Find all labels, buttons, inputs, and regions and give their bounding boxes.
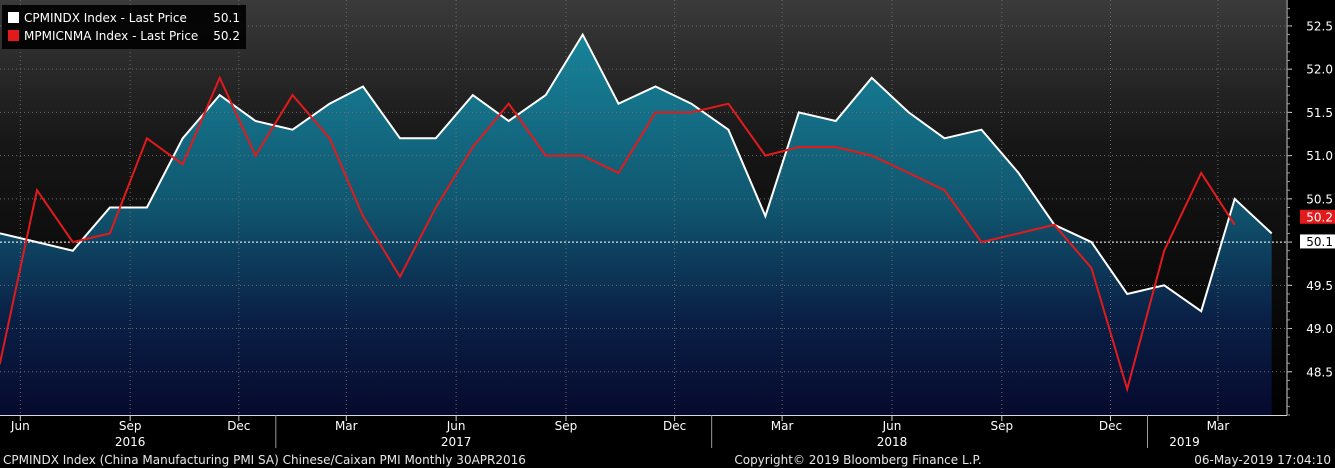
x-month-label: Sep (991, 419, 1014, 433)
footer-copyright: Copyright© 2019 Bloomberg Finance L.P. (734, 453, 981, 467)
x-year-label: 2017 (441, 435, 472, 449)
series-1-line (0, 32, 1273, 313)
y-tick-label: 49.5 (1306, 279, 1333, 293)
footer-bar (0, 450, 1335, 468)
x-month-label: Mar (1207, 419, 1230, 433)
legend-label: MPMICNMA Index - Last Price (24, 29, 198, 43)
x-month-label: Mar (771, 419, 794, 433)
y-tick-label: 51.0 (1306, 149, 1333, 163)
footer-timestamp: 06-May-2019 17:04:10 (1194, 453, 1331, 467)
last-value-label: 50.1 (1306, 235, 1333, 249)
x-month-label: Jun (10, 419, 30, 433)
x-month-label: Dec (1099, 419, 1122, 433)
y-tick-label: 51.5 (1306, 106, 1333, 120)
x-month-label: Jun (882, 419, 902, 433)
y-tick-label: 48.5 (1306, 365, 1333, 379)
y-tick-label: 50.5 (1306, 192, 1333, 206)
x-month-label: Dec (227, 419, 250, 433)
legend-swatch (8, 12, 19, 23)
x-month-label: Dec (663, 419, 686, 433)
x-month-label: Jun (446, 419, 466, 433)
x-month-label: Sep (555, 419, 578, 433)
y-tick-label: 52.0 (1306, 63, 1333, 77)
series-1-area (0, 34, 1272, 415)
x-month-label: Sep (119, 419, 142, 433)
last-value-badge (1300, 209, 1335, 224)
legend-value: 50.1 (213, 11, 240, 25)
legend-swatch (8, 30, 19, 41)
y-tick-label: 52.5 (1306, 19, 1333, 33)
x-year-label: 2019 (1169, 435, 1200, 449)
x-year-label: 2018 (877, 435, 908, 449)
legend-value: 50.2 (213, 29, 240, 43)
last-value-badge (1300, 234, 1335, 249)
legend-box (2, 5, 246, 49)
last-value-label: 50.2 (1306, 210, 1333, 224)
x-year-label: 2016 (115, 435, 146, 449)
y-tick-label: 49.0 (1306, 322, 1333, 336)
series-2-line (0, 75, 1236, 393)
legend-label: CPMINDX Index - Last Price (24, 11, 187, 25)
y-axis-panel (1287, 0, 1335, 415)
footer-left-text: CPMINDX Index (China Manufacturing PMI S… (3, 453, 526, 467)
x-month-label: Mar (335, 419, 358, 433)
